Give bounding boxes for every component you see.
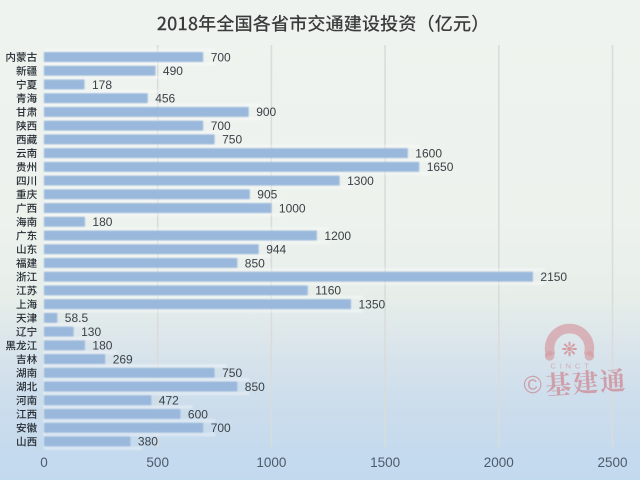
svg-text:©: © [523, 370, 544, 399]
svg-text:850: 850 [245, 380, 265, 394]
svg-text:1160: 1160 [315, 284, 341, 298]
svg-text:900: 900 [256, 105, 276, 119]
svg-text:178: 178 [92, 78, 112, 92]
svg-text:850: 850 [245, 256, 265, 270]
svg-text:1300: 1300 [347, 174, 374, 188]
svg-text:180: 180 [92, 339, 112, 353]
svg-text:750: 750 [222, 133, 242, 147]
svg-text:500: 500 [146, 455, 169, 470]
svg-text:700: 700 [211, 421, 231, 435]
svg-text:1200: 1200 [324, 229, 351, 243]
svg-text:0: 0 [40, 455, 48, 470]
svg-text:1000: 1000 [256, 455, 286, 470]
svg-text:750: 750 [222, 366, 242, 380]
svg-text:490: 490 [163, 64, 183, 78]
svg-text:456: 456 [155, 92, 175, 106]
svg-text:269: 269 [113, 352, 133, 366]
svg-text:1000: 1000 [279, 201, 306, 215]
svg-text:58.5: 58.5 [65, 311, 89, 325]
svg-text:472: 472 [159, 394, 179, 408]
svg-text:130: 130 [81, 325, 101, 339]
svg-text:380: 380 [138, 435, 158, 449]
svg-text:700: 700 [211, 50, 231, 64]
svg-text:180: 180 [92, 215, 112, 229]
svg-text:1350: 1350 [359, 297, 386, 311]
svg-text:2500: 2500 [597, 455, 627, 470]
svg-text:1650: 1650 [427, 160, 454, 174]
svg-text:600: 600 [188, 407, 208, 421]
svg-text:2150: 2150 [540, 270, 567, 284]
svg-text:1500: 1500 [370, 455, 400, 470]
svg-text:CINCT: CINCT [551, 361, 593, 370]
svg-text:944: 944 [266, 243, 286, 257]
svg-text:700: 700 [211, 119, 231, 133]
svg-text:1600: 1600 [415, 146, 442, 160]
svg-text:2000: 2000 [484, 455, 514, 470]
svg-text:905: 905 [257, 188, 277, 202]
